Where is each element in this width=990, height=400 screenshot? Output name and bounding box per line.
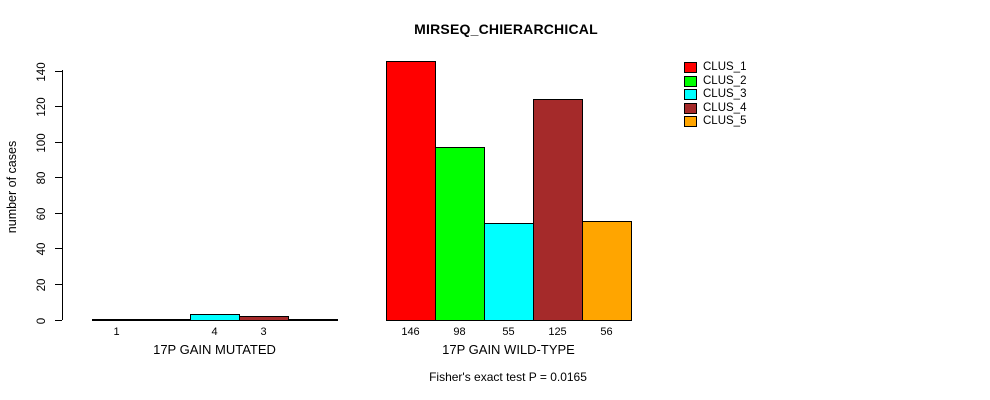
y-tick-label: 120 [36,96,48,117]
bar-value-label: 3 [260,326,267,338]
legend-item: CLUS_5 [684,115,746,129]
legend-swatch [684,102,697,114]
y-tick [55,142,62,143]
legend-label: CLUS_1 [703,61,747,73]
bar-value-label: 55 [502,326,515,338]
y-tick-label: 80 [36,171,48,184]
y-tick-label: 140 [36,61,48,82]
bar [435,147,485,321]
y-tick [55,213,62,214]
legend-swatch [684,89,697,101]
bar-value-label: 4 [211,326,218,338]
legend-label: CLUS_3 [703,88,747,100]
bar [239,316,289,321]
legend-item: CLUS_1 [684,61,746,75]
legend-swatch [684,75,697,87]
y-tick [55,106,62,107]
bar-value-label: 146 [401,326,420,338]
chart-title: MIRSEQ_CHIERARCHICAL [414,21,598,37]
bar [582,221,632,321]
legend: CLUS_1 CLUS_2 CLUS_3 CLUS_4 CLUS_5 [684,61,746,129]
bar-value-label: 125 [548,326,567,338]
y-tick [55,248,62,249]
bar-value-label: 1 [113,326,120,338]
group-label: 17P GAIN WILD-TYPE [442,342,575,357]
y-tick-label: 60 [36,207,48,220]
y-tick [55,284,62,285]
legend-item: CLUS_3 [684,88,746,102]
bar [92,319,142,321]
legend-swatch [684,116,697,128]
y-tick [55,177,62,178]
bar [386,61,436,321]
bar [484,223,534,321]
y-tick-label: 0 [36,317,48,324]
bar-value-label: 98 [453,326,466,338]
y-tick [55,71,62,72]
y-axis-line [62,70,63,320]
legend-item: CLUS_4 [684,102,746,116]
legend-label: CLUS_2 [703,74,747,87]
bar [533,99,583,321]
legend-label: CLUS_5 [703,115,747,127]
legend-swatch [684,62,697,74]
y-tick-label: 40 [36,242,48,255]
bar-value-label: 56 [600,326,613,338]
group-label: 17P GAIN MUTATED [153,342,276,357]
legend-item: CLUS_2 [684,75,746,89]
y-axis-label: number of cases [5,140,19,234]
y-tick-label: 100 [36,132,48,153]
y-tick [55,320,62,321]
bar [190,314,240,321]
y-tick-label: 20 [36,278,48,291]
annotation-text: Fisher's exact test P = 0.0165 [429,370,587,384]
legend-label: CLUS_4 [703,101,747,114]
